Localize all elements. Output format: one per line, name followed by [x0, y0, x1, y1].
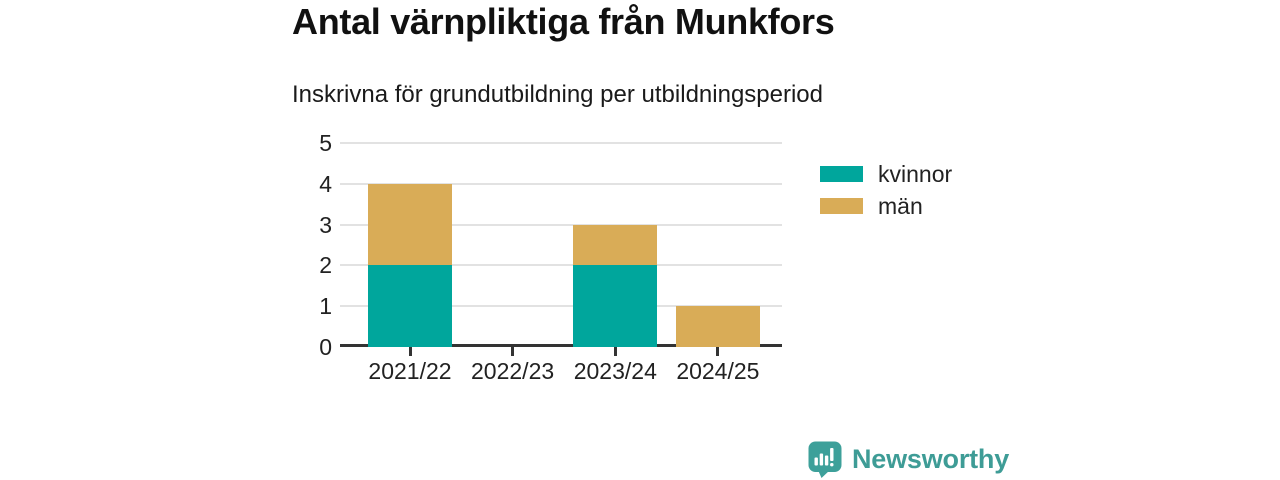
legend-swatch-kvinnor	[820, 166, 863, 182]
gridline-1	[340, 305, 782, 308]
gridline-5	[340, 142, 782, 144]
x-tick-label-2023-24: 2023/24	[573, 358, 657, 384]
newsworthy-logo: Newsworthy	[806, 440, 1009, 478]
plot-area	[340, 142, 782, 356]
newsworthy-logo-text: Newsworthy	[852, 443, 1010, 474]
legend-swatch-man	[820, 198, 863, 214]
bar-man-2023-24	[573, 224, 658, 266]
y-tick-label-2: 2	[319, 252, 332, 279]
x-axis-line	[340, 344, 782, 347]
y-tick-label-3: 3	[319, 211, 332, 238]
gridline-3	[340, 223, 782, 226]
newsworthy-logo-icon	[808, 441, 842, 478]
chart-title: Antal värnpliktiga från Munkfors	[292, 1, 835, 42]
x-tick-label-2021-22: 2021/22	[368, 358, 452, 384]
legend-item-kvinnor: kvinnor	[820, 161, 952, 187]
gridline-2	[340, 264, 782, 267]
y-tick-label-5: 5	[319, 130, 332, 156]
x-tick-label-2022-23: 2022/23	[471, 358, 555, 384]
x-tick-2022-23	[511, 347, 515, 356]
bar-man-2024-25	[675, 306, 760, 347]
y-tick-label-1: 1	[319, 293, 332, 320]
x-tick-label-2024-25: 2024/25	[676, 358, 760, 384]
legend: kvinnor män	[820, 161, 952, 230]
x-tick-2023-24	[613, 347, 617, 356]
chart-subtitle: Inskrivna för grundutbildning per utbild…	[292, 81, 823, 108]
bar-man-2021-22	[368, 183, 452, 266]
bar-kvinnor-2021-22	[368, 265, 452, 347]
gridline-4	[340, 182, 782, 185]
legend-label-kvinnor: kvinnor	[878, 160, 953, 187]
legend-item-man: män	[820, 193, 952, 219]
legend-label-man: män	[878, 192, 923, 219]
y-tick-label-0: 0	[319, 334, 332, 360]
bar-kvinnor-2023-24	[573, 265, 658, 347]
x-tick-2021-22	[408, 347, 412, 356]
y-tick-label-4: 4	[319, 170, 332, 197]
x-tick-2024-25	[716, 347, 720, 356]
